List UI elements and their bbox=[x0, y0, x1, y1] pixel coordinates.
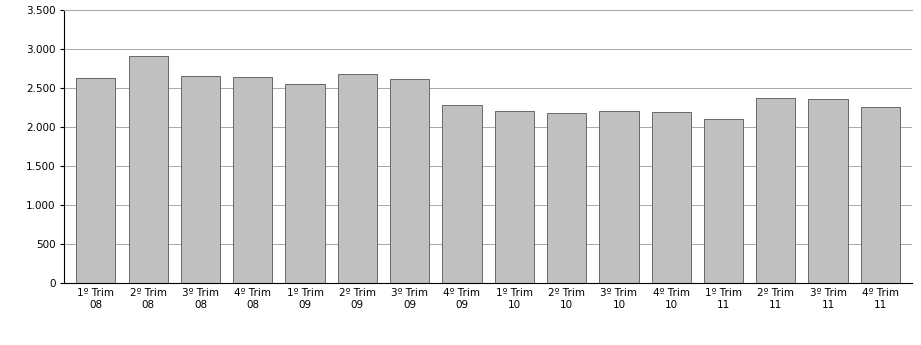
Bar bbox=[286, 84, 325, 283]
Bar bbox=[442, 105, 482, 283]
Bar bbox=[233, 77, 273, 283]
Bar bbox=[129, 56, 168, 283]
Bar bbox=[600, 111, 638, 283]
Bar bbox=[651, 111, 691, 283]
Bar bbox=[338, 74, 377, 283]
Bar bbox=[495, 111, 534, 283]
Bar bbox=[704, 119, 743, 283]
Bar bbox=[756, 98, 796, 283]
Bar bbox=[76, 78, 115, 283]
Bar bbox=[181, 76, 220, 283]
Bar bbox=[547, 113, 586, 283]
Bar bbox=[391, 79, 429, 283]
Bar bbox=[809, 99, 847, 283]
Bar bbox=[861, 107, 900, 283]
